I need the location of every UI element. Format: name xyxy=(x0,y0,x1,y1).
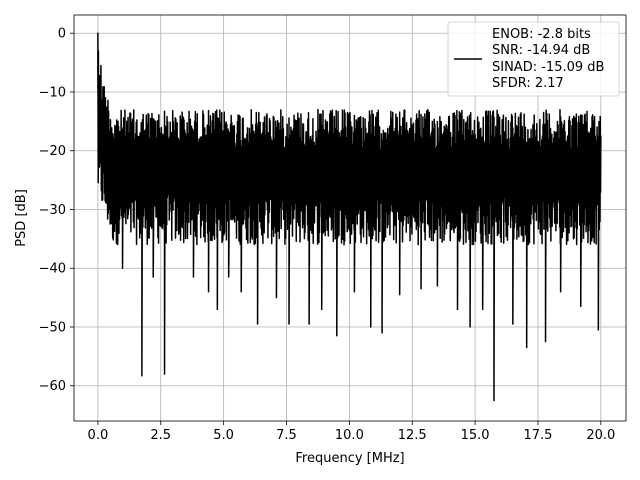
legend-line-sfdr: SFDR: 2.17 xyxy=(492,76,564,91)
x-tick-label: 12.5 xyxy=(398,428,427,443)
x-tick-label: 7.5 xyxy=(276,428,297,443)
x-tick-label: 17.5 xyxy=(524,428,553,443)
y-axis-label: PSD [dB] xyxy=(14,189,29,247)
y-tick-label: −60 xyxy=(39,379,66,394)
x-axis-ticks: 0.0 2.5 5.0 7.5 10.0 12.5 15.0 17.5 20.0 xyxy=(88,421,615,443)
plot-area xyxy=(97,32,602,402)
y-tick-label: −30 xyxy=(39,203,66,218)
y-tick-label: −40 xyxy=(39,262,66,277)
x-tick-label: 5.0 xyxy=(213,428,234,443)
legend-line-snr: SNR: -14.94 dB xyxy=(492,43,590,58)
x-tick-label: 10.0 xyxy=(335,428,364,443)
y-tick-label: 0 xyxy=(58,27,66,42)
y-tick-label: −10 xyxy=(39,85,66,100)
legend-line-sinad: SINAD: -15.09 dB xyxy=(492,60,604,75)
x-tick-label: 0.0 xyxy=(88,428,109,443)
y-tick-label: −50 xyxy=(39,320,66,335)
y-tick-label: −20 xyxy=(39,144,66,159)
legend: ENOB: -2.8 bits SNR: -14.94 dB SINAD: -1… xyxy=(447,21,620,97)
axes-frame xyxy=(73,14,627,422)
legend-box xyxy=(447,21,620,97)
psd-series-line xyxy=(97,32,602,402)
x-tick-label: 2.5 xyxy=(150,428,171,443)
x-axis-label: Frequency [MHz] xyxy=(295,451,404,466)
x-tick-label: 15.0 xyxy=(461,428,490,443)
x-tick-label: 20.0 xyxy=(586,428,615,443)
y-axis-ticks: 0 −10 −20 −30 −40 −50 −60 xyxy=(39,27,74,394)
legend-line-enob: ENOB: -2.8 bits xyxy=(492,27,591,42)
